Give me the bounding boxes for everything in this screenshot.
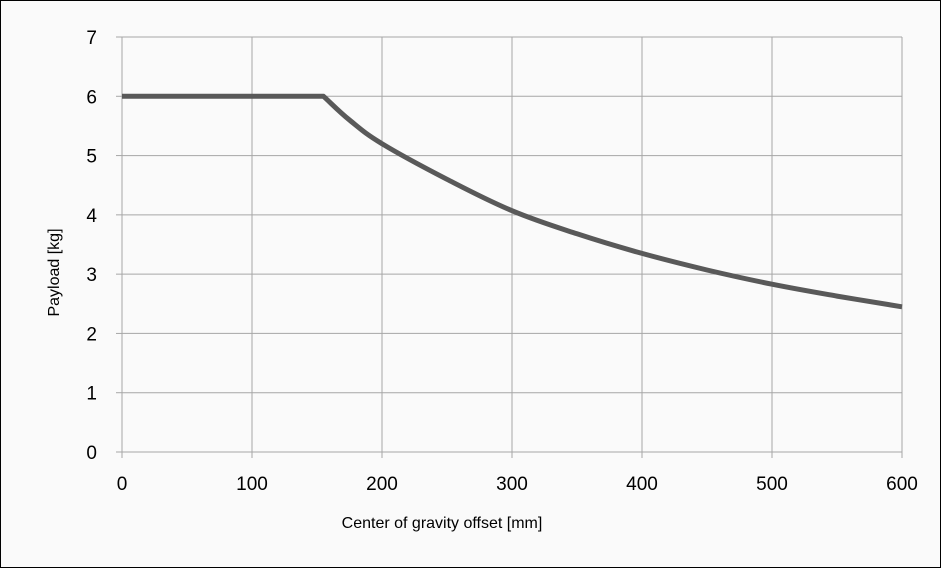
series-line-0 bbox=[122, 93, 903, 310]
y-tick-label: 7 bbox=[86, 28, 97, 49]
y-tick-label: 0 bbox=[86, 443, 97, 464]
tick-labels: 0 1 2 3 4 5 6 7 0 100 200 300 400 500 600 bbox=[86, 28, 917, 495]
y-tick-label: 6 bbox=[86, 87, 97, 108]
y-tick-label: 3 bbox=[86, 265, 97, 286]
y-tick-label: 1 bbox=[86, 384, 97, 405]
x-tick-label: 600 bbox=[886, 474, 918, 495]
y-axis-title: Payload [kg] bbox=[46, 228, 63, 316]
x-tick-label: 0 bbox=[117, 474, 128, 495]
x-axis-title: Center of gravity offset [mm] bbox=[342, 515, 543, 532]
x-tick-label: 400 bbox=[626, 474, 658, 495]
series-layer bbox=[122, 93, 903, 310]
x-tick-label: 200 bbox=[366, 474, 398, 495]
gridlines bbox=[116, 36, 903, 458]
y-tick-label: 5 bbox=[86, 147, 97, 168]
y-tick-label: 2 bbox=[86, 324, 97, 345]
x-tick-label: 300 bbox=[496, 474, 528, 495]
y-tick-label: 4 bbox=[86, 206, 97, 227]
x-tick-label: 500 bbox=[756, 474, 788, 495]
x-tick-label: 100 bbox=[236, 474, 268, 495]
